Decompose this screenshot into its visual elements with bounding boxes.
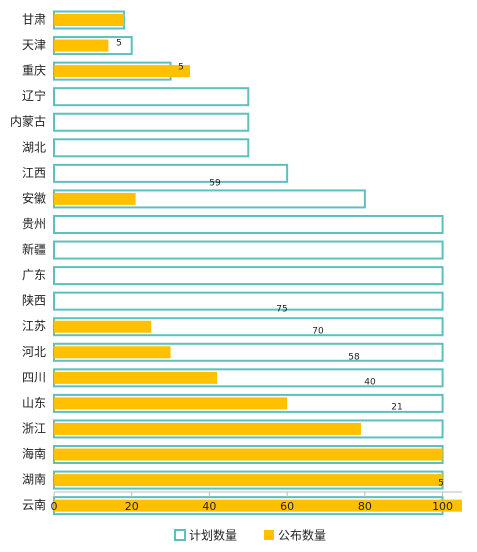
y-tick-label: 四川 — [22, 370, 46, 384]
x-tick-label: 0 — [51, 500, 58, 513]
annotation: 5 — [178, 63, 184, 73]
published-bar — [54, 346, 171, 359]
published-bar — [54, 14, 124, 26]
y-tick-label: 陕西 — [22, 293, 46, 308]
annotation: 5 — [438, 479, 444, 489]
published-bar — [54, 422, 361, 435]
y-tick-label: 河北 — [22, 345, 46, 359]
published-bar — [54, 371, 218, 384]
legend-swatch — [264, 530, 274, 540]
planned-bar — [53, 291, 444, 311]
y-tick-label: 江苏 — [22, 319, 46, 333]
y-tick-label: 天津 — [22, 38, 46, 52]
y-tick-label: 湖南 — [22, 472, 46, 487]
y-tick-label: 贵州 — [22, 217, 46, 231]
annotation: 59 — [209, 179, 221, 189]
published-bar — [54, 39, 109, 52]
annotation: 21 — [391, 403, 402, 413]
published-bar — [54, 474, 443, 487]
y-tick-label: 新疆 — [22, 242, 46, 257]
planned-bar — [53, 214, 444, 234]
legend-label: 计划数量 — [189, 528, 237, 543]
planned-bar — [53, 163, 289, 183]
annotation: 5 — [116, 39, 122, 49]
published-bar — [54, 192, 136, 205]
planned-bar — [53, 240, 444, 260]
x-tick-label: 60 — [280, 500, 294, 513]
published-bar — [54, 320, 152, 333]
y-tick-label: 内蒙古 — [10, 114, 46, 129]
x-tick-label: 80 — [358, 500, 372, 513]
y-tick-label: 浙江 — [22, 421, 46, 435]
y-tick-label: 山东 — [22, 396, 46, 410]
planned-bar — [53, 138, 250, 158]
planned-bar — [53, 266, 444, 286]
published-bar — [54, 499, 462, 512]
x-tick-label: 20 — [125, 500, 139, 513]
y-tick-label: 辽宁 — [22, 88, 46, 103]
x-tick-label: 100 — [432, 500, 453, 513]
planned-bar — [53, 112, 250, 132]
legend-swatch — [174, 529, 186, 541]
y-tick-label: 甘肃 — [22, 13, 46, 27]
y-tick-label: 江西 — [22, 166, 46, 180]
annotation: 75 — [276, 305, 287, 315]
legend-label: 公布数量 — [278, 528, 326, 543]
y-tick-label: 海南 — [22, 446, 46, 461]
published-bar — [54, 65, 190, 78]
x-tick-label: 40 — [202, 500, 216, 513]
annotation: 58 — [348, 353, 360, 363]
y-tick-label: 广东 — [22, 268, 46, 282]
y-tick-label: 重庆 — [22, 64, 46, 78]
y-tick-label: 湖北 — [22, 139, 46, 154]
published-bar — [54, 397, 288, 410]
annotation: 70 — [312, 327, 324, 337]
y-tick-label: 安徽 — [22, 190, 46, 205]
published-bar — [54, 448, 443, 461]
annotation: 40 — [364, 378, 376, 388]
y-tick-label: 云南 — [22, 497, 46, 512]
planned-bar — [53, 87, 250, 107]
